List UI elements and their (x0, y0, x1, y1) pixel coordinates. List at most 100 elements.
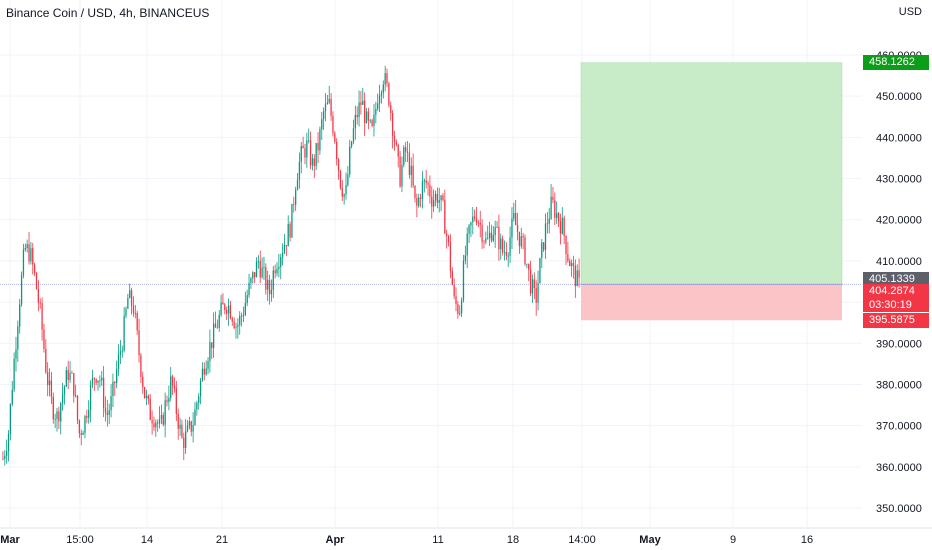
candle-body (102, 377, 105, 409)
bar-countdown: 03:30:19 (869, 298, 912, 311)
candle-body (427, 183, 429, 185)
candle-body (434, 193, 437, 201)
candle-body (11, 389, 13, 405)
candle-body (289, 223, 291, 238)
candle-body (84, 416, 86, 433)
candle-body (459, 313, 461, 315)
candle-body (143, 387, 146, 398)
candle-body (542, 242, 545, 250)
y-tick-label: 360.0000 (876, 462, 922, 474)
candle-body (74, 395, 77, 397)
candle-body (255, 261, 258, 278)
candle-body (330, 98, 332, 116)
candle-body (39, 302, 41, 304)
candle-body (576, 270, 578, 287)
candle-body (67, 370, 69, 381)
candle-body (528, 263, 530, 270)
candle-body (196, 402, 198, 410)
candle-body (15, 349, 17, 359)
candle-body (56, 411, 58, 419)
candle-body (535, 288, 537, 303)
candle-body (447, 236, 450, 243)
candle-body (563, 217, 565, 237)
candle-body (166, 400, 168, 403)
candle-body (287, 223, 289, 247)
candle-body (516, 225, 519, 232)
candle-body (76, 395, 79, 421)
candle-body (490, 232, 493, 241)
candle-body (565, 236, 567, 255)
candle-body (268, 279, 271, 295)
candle-body (235, 326, 237, 328)
candle-body (425, 180, 427, 184)
candle-body (157, 422, 159, 424)
candle-body (117, 354, 120, 370)
x-tick-label: 18 (507, 534, 519, 546)
candle-body (253, 272, 256, 278)
candle-body (356, 114, 358, 118)
candle-body (373, 114, 375, 126)
currency-label[interactable]: USD (896, 6, 924, 18)
candle-body (283, 245, 286, 253)
candle-body (322, 111, 325, 120)
candle-body (65, 370, 67, 387)
candle-body (119, 351, 122, 355)
candle-body (231, 318, 233, 322)
candle-body (205, 368, 207, 375)
candle-body (332, 115, 334, 134)
candle-body (421, 181, 424, 199)
candle-body (227, 305, 230, 314)
candle-body (377, 103, 379, 109)
candle-body (61, 394, 64, 404)
candle-body (6, 451, 8, 456)
candle-body (488, 232, 491, 239)
candle-body (281, 252, 284, 257)
candle-body (460, 300, 463, 314)
candle-body (526, 263, 528, 265)
candle-body (4, 455, 6, 459)
candle-body (2, 458, 4, 460)
candle-body (578, 270, 580, 278)
candle-body (375, 108, 377, 115)
candle-body (572, 263, 575, 266)
candle-body (449, 242, 452, 271)
candle-body (198, 396, 200, 403)
candle-body (272, 270, 274, 290)
candle-body (311, 158, 314, 166)
candle-body (436, 193, 439, 203)
candle-body (384, 73, 386, 85)
candle-body (26, 244, 28, 248)
y-tick-label: 350.0000 (876, 503, 922, 515)
candle-body (71, 372, 73, 374)
candle-body (509, 237, 511, 256)
y-tick-label: 420.0000 (876, 215, 922, 227)
candle-body (158, 418, 161, 424)
candle-body (259, 261, 261, 278)
x-tick-label: May (639, 534, 661, 546)
x-tick-label: 14 (141, 534, 153, 546)
chart-title: Binance Coin / USD, 4h, BINANCEUS (6, 6, 210, 20)
candle-body (349, 146, 351, 175)
candle-body (397, 144, 399, 157)
candle-body (483, 241, 485, 243)
candle-body (408, 152, 411, 175)
candle-body (291, 204, 293, 238)
candle-body (544, 223, 547, 250)
candle-body (175, 388, 177, 414)
candle-body (257, 261, 260, 262)
candle-body (153, 423, 155, 428)
candle-body (401, 164, 403, 187)
y-tick-label: 410.0000 (876, 256, 922, 268)
candle-body (240, 315, 243, 317)
candle-body (149, 399, 151, 420)
candle-body (569, 260, 571, 267)
candle-body (501, 238, 504, 253)
candle-body (194, 409, 196, 426)
candle-body (285, 245, 287, 247)
candle-body (50, 380, 53, 397)
candle-body (129, 290, 131, 299)
candle-body (541, 242, 543, 259)
candle-body (539, 258, 541, 284)
